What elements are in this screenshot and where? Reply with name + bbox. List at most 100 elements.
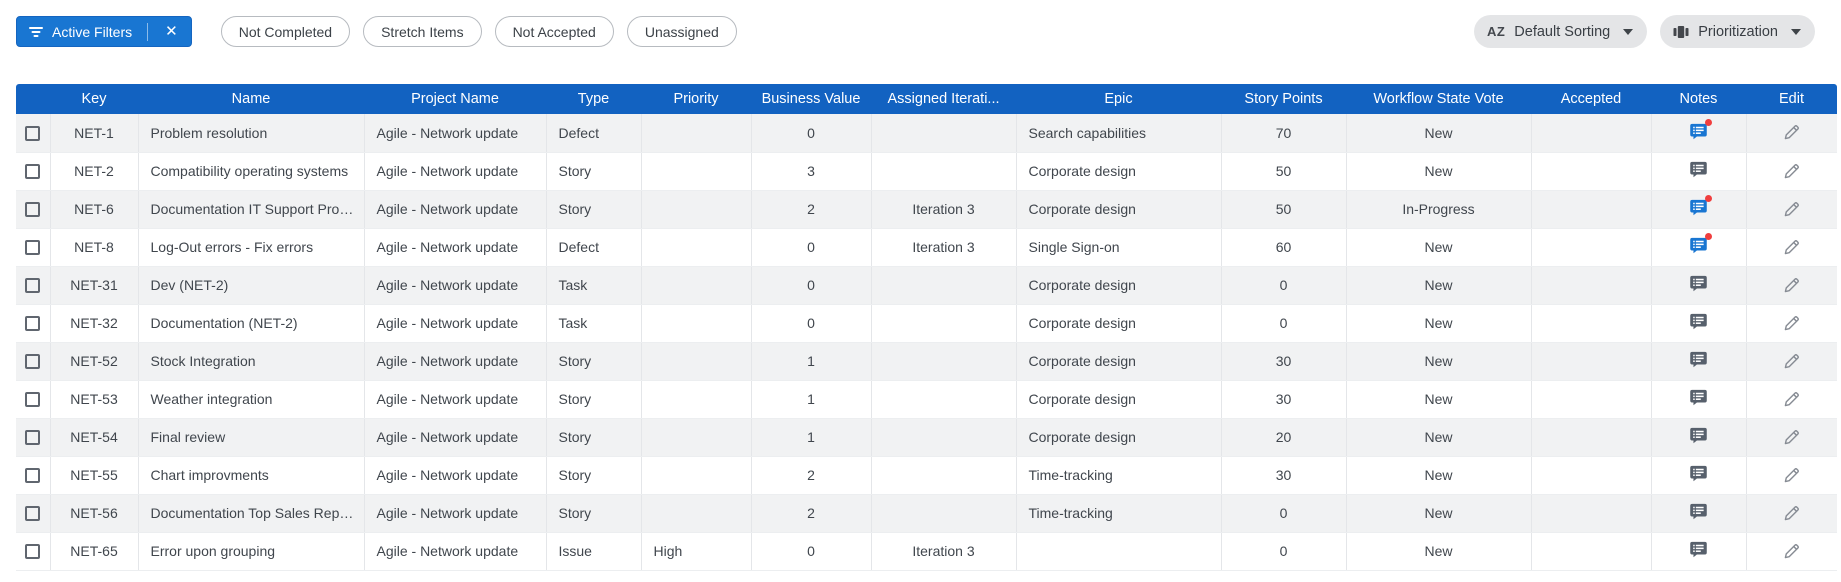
edit-button[interactable] [1780,236,1803,259]
column-header-key[interactable]: Key [50,84,138,114]
row-checkbox[interactable] [25,430,41,446]
edit-button[interactable] [1780,198,1803,221]
row-checkbox-cell [16,494,51,533]
story_points-cell: 50 [1221,190,1347,229]
column-header-notes[interactable]: Notes [1651,84,1746,114]
edit-button[interactable] [1780,160,1803,183]
column-header-edit[interactable]: Edit [1746,84,1837,114]
business_value-cell: 0 [751,266,872,305]
iteration-cell [871,380,1017,419]
notes-icon [1689,388,1708,410]
row-checkbox[interactable] [25,354,41,370]
notes-icon [1689,160,1708,182]
sorting-dropdown[interactable]: AZ Default Sorting [1473,15,1648,48]
edit-button[interactable] [1780,540,1803,563]
notes-button[interactable] [1687,462,1710,488]
column-header-iteration[interactable]: Assigned Iterati... [871,84,1016,114]
notes-button[interactable] [1687,272,1710,298]
table-header-row: Key Name Project Name Type Priority Business … [16,84,1837,114]
notes-cell [1651,190,1747,229]
business_value-cell: 0 [751,228,872,267]
name-cell: Documentation IT Support Proc... [138,190,365,229]
epic-cell: Time-tracking [1016,456,1222,495]
workflow_state-cell: New [1346,266,1532,305]
epic-cell: Single Sign-on [1016,228,1222,267]
key-cell: NET-54 [50,418,139,457]
name-cell: Dev (NET-2) [138,266,365,305]
row-checkbox[interactable] [25,240,41,256]
edit-button[interactable] [1780,502,1803,525]
notes-button[interactable] [1687,233,1712,260]
row-checkbox[interactable] [25,278,41,294]
row-checkbox[interactable] [25,468,41,484]
key-cell: NET-53 [50,380,139,419]
row-checkbox[interactable] [25,392,41,408]
table-row: NET-2 Compatibility operating systems Agil… [16,152,1837,191]
notes-icon [1689,312,1708,334]
filter-chip-stretch-items[interactable]: Stretch Items [363,16,482,47]
accepted-cell [1531,456,1652,495]
edit-cell [1746,266,1837,305]
edit-button[interactable] [1780,274,1803,297]
edit-button[interactable] [1780,312,1803,335]
prioritization-dropdown[interactable]: Prioritization [1660,15,1815,48]
pencil-icon [1782,276,1801,295]
name-cell: Error upon grouping [138,532,365,571]
edit-button[interactable] [1780,350,1803,373]
workflow_state-cell: New [1346,304,1532,343]
notes-icon [1689,464,1708,486]
row-checkbox[interactable] [25,164,41,180]
priority-cell: High [641,532,752,571]
notes-button[interactable] [1687,500,1710,526]
column-header-type[interactable]: Type [546,84,641,114]
row-checkbox[interactable] [25,126,41,142]
filter-chip-not-accepted[interactable]: Not Accepted [494,16,614,47]
project-cell: Agile - Network update [364,494,547,533]
project-cell: Agile - Network update [364,380,547,419]
edit-button[interactable] [1780,464,1803,487]
column-header-business_value[interactable]: Business Value [751,84,871,114]
project-cell: Agile - Network update [364,266,547,305]
column-header-name[interactable]: Name [138,84,364,114]
row-checkbox[interactable] [25,202,41,218]
column-header-story_points[interactable]: Story Points [1221,84,1346,114]
notes-button[interactable] [1687,348,1710,374]
edit-button[interactable] [1780,426,1803,449]
filter-chips: Not Completed Stretch Items Not Accepted… [220,16,737,47]
row-checkbox-cell [16,190,51,229]
epic-cell: Corporate design [1016,152,1222,191]
column-header-checkbox[interactable] [16,84,50,114]
notes-button[interactable] [1687,158,1710,184]
filter-chip-unassigned[interactable]: Unassigned [626,16,737,47]
business_value-cell: 1 [751,418,872,457]
row-checkbox[interactable] [25,506,41,522]
row-checkbox[interactable] [25,544,41,560]
notes-cell [1651,380,1747,419]
row-checkbox[interactable] [25,316,41,332]
clear-filters-button[interactable]: ✕ [165,23,178,40]
column-header-priority[interactable]: Priority [641,84,751,114]
edit-cell [1746,532,1837,571]
pencil-icon [1782,504,1801,523]
column-header-workflow_state[interactable]: Workflow State Vote [1346,84,1531,114]
accepted-cell [1531,494,1652,533]
accepted-cell [1531,418,1652,457]
column-header-accepted[interactable]: Accepted [1531,84,1651,114]
notes-button[interactable] [1687,424,1710,450]
notes-button[interactable] [1687,310,1710,336]
edit-button[interactable] [1780,121,1803,144]
notes-button[interactable] [1687,118,1712,146]
notes-button[interactable] [1687,195,1712,222]
notes-button[interactable] [1687,386,1710,412]
filter-chip-not-completed[interactable]: Not Completed [220,16,351,47]
name-cell: Chart improvments [138,456,365,495]
edit-button[interactable] [1780,388,1803,411]
active-filters-button[interactable]: Active Filters ✕ [16,16,192,47]
iteration-cell [871,152,1017,191]
column-header-epic[interactable]: Epic [1016,84,1221,114]
iteration-cell [871,266,1017,305]
column-header-project[interactable]: Project Name [364,84,546,114]
notes-button[interactable] [1687,538,1710,564]
epic-cell: Corporate design [1016,190,1222,229]
priority-cell [641,494,752,533]
